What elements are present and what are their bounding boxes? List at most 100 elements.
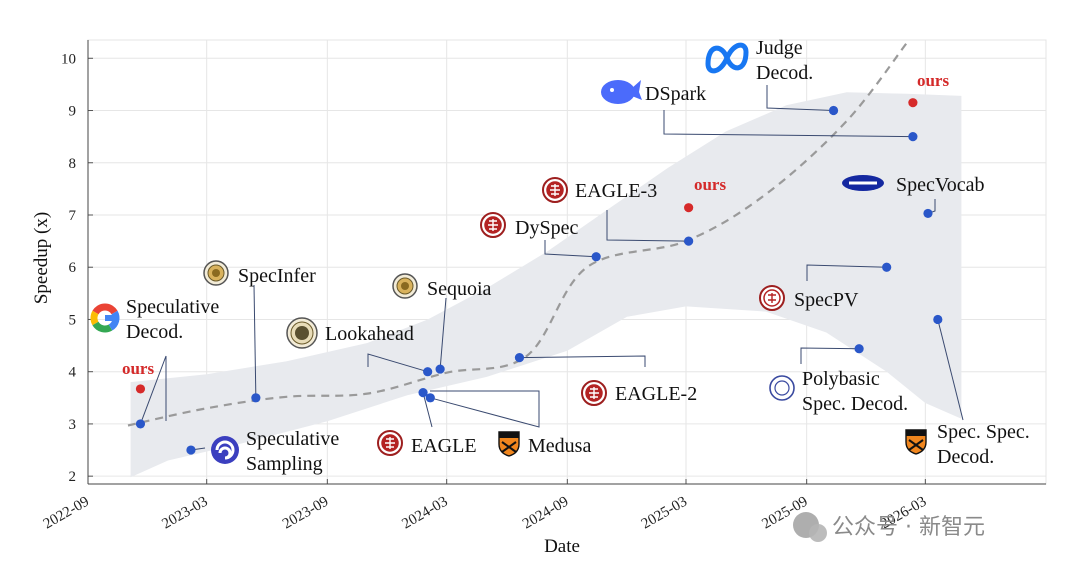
deepmind-disc: [211, 436, 239, 464]
dyspec-point: [591, 252, 601, 262]
polybasic-spec-decod-label: Polybasic: [802, 368, 880, 390]
whale-tail: [632, 80, 642, 100]
shield-band: [499, 432, 519, 438]
princeton-shield-icon: [498, 431, 520, 457]
watermark-text: 公众号 · 新智元: [832, 515, 985, 540]
x-tick-label: 2025-03: [639, 494, 690, 533]
y-tick-label: 4: [69, 365, 77, 381]
lmsys-seal-icon: [286, 317, 318, 349]
specvocab-point: [923, 208, 933, 219]
medusa-point: [425, 393, 435, 403]
polybasic-spec-decod-label: Spec. Decod.: [802, 393, 908, 415]
spec-spec-decod-label: Spec. Spec.: [937, 421, 1030, 443]
y-tick-label: 6: [69, 260, 77, 276]
eagle-leader: [422, 392, 433, 428]
medusa-label: Medusa: [528, 435, 591, 457]
seal-mark: [768, 293, 776, 303]
trend-line: [127, 41, 908, 427]
medusa-leader: [430, 390, 540, 428]
deepseek-whale-icon: [601, 80, 642, 104]
specpv-point: [882, 262, 892, 272]
dyspec-label: DySpec: [515, 217, 578, 239]
leader-lines: [139, 85, 964, 451]
y-tick-label: 9: [69, 104, 77, 120]
spec-spec-decod-label: Decod.: [937, 446, 994, 468]
ours-label: ours: [122, 359, 155, 378]
speculative-decod-label: Speculative: [126, 296, 219, 318]
y-tick-label: 8: [69, 156, 77, 172]
samsung-wordmark-icon: [842, 175, 884, 191]
confidence-band: [130, 92, 962, 478]
deepmind-swirl: [215, 440, 235, 460]
eagle-3-leader: [606, 210, 689, 242]
specpv-leader: [806, 264, 887, 281]
peking-university-seal-icon: [542, 177, 568, 203]
seal-ring: [769, 375, 795, 401]
seal-center: [774, 380, 790, 396]
polybasic-spec-decod-leader: [800, 347, 860, 364]
dspark-point: [908, 132, 918, 142]
speculative-decod-point: [135, 419, 146, 429]
speculative-decod-leader: [139, 355, 167, 425]
seal-mark: [550, 184, 560, 196]
ours-point: [684, 203, 694, 213]
ours-label: ours: [694, 175, 727, 194]
dspark-leader: [663, 110, 913, 138]
eagle-3-point: [684, 236, 694, 246]
peking-university-seal-icon: [480, 212, 506, 238]
lookahead-point: [423, 367, 433, 377]
sequoia-point: [435, 364, 445, 374]
google-bar: [105, 315, 119, 321]
seal-core: [295, 326, 309, 340]
speculative-sampling-label: Sampling: [246, 453, 323, 475]
y-tick-label: 2: [69, 469, 77, 485]
eagle-label: EAGLE: [411, 435, 477, 457]
logos: [90, 42, 927, 464]
princeton-shield-icon: [905, 429, 927, 455]
x-tick-label: 2022-09: [41, 494, 92, 533]
whale-body: [601, 80, 635, 104]
judge-decod-point: [828, 105, 839, 116]
seal-core: [212, 269, 220, 277]
judge-decod-label: Judge: [756, 37, 803, 59]
ours-point: [135, 384, 146, 394]
speculative-decod-label: Decod.: [126, 321, 183, 343]
ours-point: [908, 98, 918, 108]
dspark-label: DSpark: [645, 83, 706, 105]
google-g-icon: [90, 303, 120, 333]
whale-eye: [610, 88, 614, 92]
samsung-wordmark: [849, 181, 877, 185]
speculative-sampling-point: [186, 445, 196, 455]
google-arc: [90, 310, 99, 326]
specinfer-leader: [253, 284, 257, 398]
y-tick-label: 5: [69, 312, 77, 328]
judge-decod-leader: [766, 85, 834, 112]
lookahead-label: Lookahead: [325, 323, 414, 345]
shield-band: [906, 430, 926, 436]
y-axis-title: Speedup (x): [31, 212, 52, 304]
y-tick-label: 3: [69, 417, 77, 433]
peking-university-seal-icon: [581, 380, 607, 406]
spec-spec-decod-leader: [937, 319, 964, 421]
speculative-sampling-label: Speculative: [246, 428, 339, 450]
specpv-label: SpecPV: [794, 289, 859, 311]
dyspec-leader: [544, 240, 597, 258]
shield-chevron: [908, 439, 924, 451]
wechat-icon-bubble: [809, 524, 827, 542]
spec-spec-decod-point: [933, 314, 943, 325]
y-tick-label: 10: [61, 51, 76, 67]
university-seal-icon: [203, 260, 229, 286]
polybasic-spec-decod-point: [854, 344, 864, 354]
x-axis-title: Date: [544, 536, 580, 557]
x-tick-label: 2024-03: [399, 494, 450, 533]
specvocab-label: SpecVocab: [896, 174, 985, 196]
google-arc: [92, 321, 113, 333]
seal-core: [401, 282, 409, 290]
x-tick-label: 2023-09: [280, 494, 331, 533]
ours-label: ours: [917, 71, 950, 90]
sequoia-leader: [439, 297, 447, 370]
seal-mark: [589, 387, 599, 399]
eagle-2-label: EAGLE-2: [615, 383, 697, 405]
deepmind-swirl-icon: [211, 436, 239, 464]
